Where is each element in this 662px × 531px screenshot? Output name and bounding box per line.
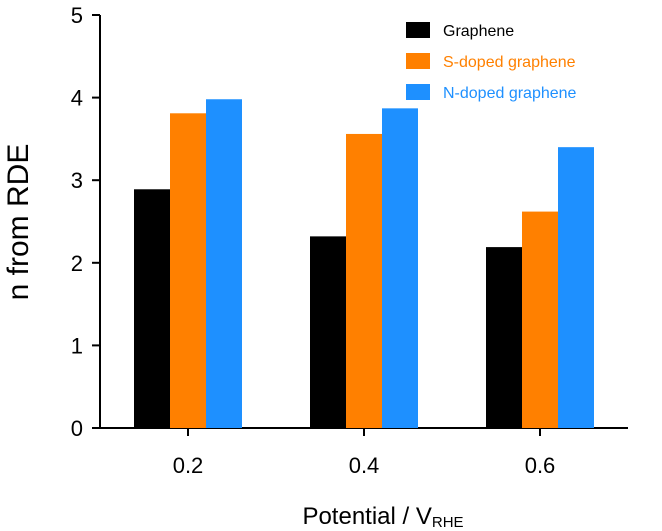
- y-tick-label: 3: [71, 168, 83, 193]
- bar-s-doped-graphene-0.4: [346, 133, 382, 428]
- bar-n-doped-graphene-0.4: [382, 108, 418, 428]
- y-tick-label: 2: [71, 251, 83, 276]
- y-tick-label: 1: [71, 333, 83, 358]
- y-tick-label: 5: [71, 3, 83, 28]
- bar-graphene-0.6: [486, 247, 522, 428]
- y-tick-label: 0: [71, 416, 83, 441]
- x-tick-label: 0.2: [173, 453, 204, 478]
- legend-swatch-n-doped-graphene: [406, 84, 430, 100]
- bar-s-doped-graphene-0.2: [170, 113, 206, 428]
- bar-graphene-0.2: [134, 189, 170, 428]
- y-axis: 0 1 2 3 4 5: [71, 3, 101, 441]
- legend-label-s-doped-graphene: S-doped graphene: [443, 54, 576, 71]
- bar-n-doped-graphene-0.6: [558, 147, 594, 428]
- bars: [134, 99, 594, 428]
- x-tick-label: 0.6: [525, 453, 556, 478]
- legend-swatch-s-doped-graphene: [406, 53, 430, 69]
- x-tick-label: 0.4: [349, 453, 380, 478]
- y-tick-label: 4: [71, 86, 83, 111]
- x-axis-title-main: Potential / V: [302, 503, 431, 530]
- legend: Graphene S-doped graphene N-doped graphene: [406, 22, 577, 102]
- y-axis-title: n from RDE: [2, 144, 35, 301]
- bar-graphene-0.4: [310, 236, 346, 428]
- bar-s-doped-graphene-0.6: [522, 211, 558, 428]
- bar-n-doped-graphene-0.2: [206, 99, 242, 428]
- legend-label-n-doped-graphene: N-doped graphene: [443, 85, 577, 102]
- legend-swatch-graphene: [406, 22, 430, 38]
- legend-label-graphene: Graphene: [443, 23, 514, 40]
- x-axis-title-subscript: RHE: [432, 514, 464, 531]
- x-axis-title: Potential / VRHE: [302, 503, 463, 531]
- x-axis: 0.2 0.4 0.6: [100, 427, 628, 478]
